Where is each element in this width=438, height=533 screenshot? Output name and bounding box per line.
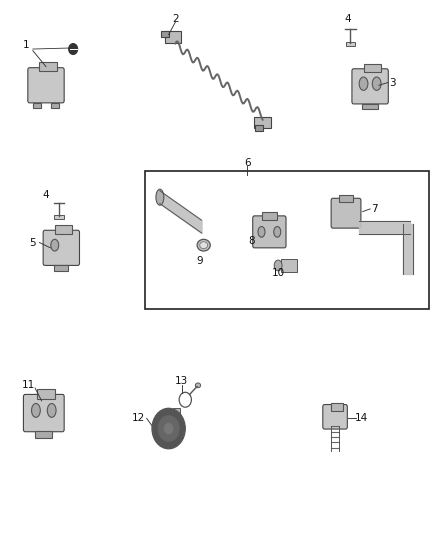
Bar	[54, 215, 64, 219]
Bar	[364, 64, 381, 72]
FancyBboxPatch shape	[331, 198, 361, 228]
Ellipse shape	[32, 403, 40, 417]
Text: 13: 13	[175, 376, 188, 386]
FancyBboxPatch shape	[352, 69, 388, 104]
Text: 9: 9	[196, 256, 203, 266]
Bar	[35, 431, 52, 438]
Ellipse shape	[195, 383, 201, 388]
Ellipse shape	[51, 239, 59, 251]
FancyBboxPatch shape	[253, 216, 286, 248]
Bar	[54, 265, 68, 271]
Bar	[33, 103, 41, 108]
Ellipse shape	[197, 239, 210, 251]
Ellipse shape	[258, 227, 265, 237]
Text: 14: 14	[355, 414, 368, 423]
Bar	[37, 389, 55, 399]
Ellipse shape	[359, 77, 368, 91]
Bar	[161, 31, 169, 37]
Ellipse shape	[200, 242, 208, 248]
FancyBboxPatch shape	[24, 394, 64, 432]
Ellipse shape	[274, 227, 281, 237]
Circle shape	[158, 416, 179, 441]
Circle shape	[69, 44, 78, 54]
Bar	[281, 259, 297, 272]
Bar	[331, 403, 343, 411]
Text: 1: 1	[23, 41, 30, 50]
Ellipse shape	[274, 260, 282, 271]
Text: 2: 2	[172, 14, 179, 23]
Text: 4: 4	[345, 14, 352, 23]
Bar	[254, 117, 271, 128]
Bar	[362, 104, 378, 109]
Text: 8: 8	[248, 236, 255, 246]
Bar	[145, 171, 429, 309]
Bar	[262, 212, 277, 220]
Bar	[173, 408, 180, 417]
Bar	[55, 225, 72, 234]
Circle shape	[152, 408, 185, 449]
Text: 5: 5	[29, 238, 36, 247]
Text: 12: 12	[131, 414, 145, 423]
Bar	[39, 62, 57, 71]
Text: 6: 6	[244, 158, 251, 167]
Text: 4: 4	[42, 190, 49, 199]
Text: 3: 3	[389, 78, 396, 87]
Text: 11: 11	[22, 380, 35, 390]
Text: 7: 7	[371, 204, 378, 214]
FancyBboxPatch shape	[43, 230, 80, 265]
Bar	[165, 31, 181, 43]
Bar	[51, 103, 59, 108]
Bar	[255, 125, 263, 131]
Ellipse shape	[47, 403, 56, 417]
Text: 10: 10	[272, 268, 285, 278]
FancyBboxPatch shape	[28, 68, 64, 103]
FancyBboxPatch shape	[323, 405, 347, 429]
Bar	[339, 195, 353, 202]
Circle shape	[164, 423, 173, 434]
Bar	[346, 42, 355, 46]
Ellipse shape	[156, 189, 164, 205]
Ellipse shape	[372, 77, 381, 91]
